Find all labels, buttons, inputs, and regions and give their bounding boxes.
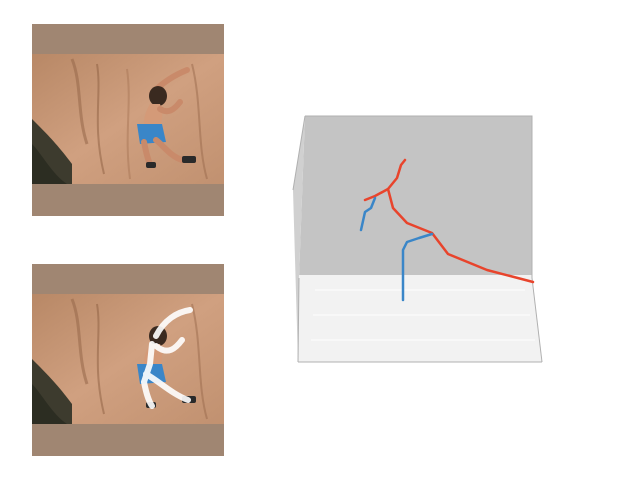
letterbox-bottom xyxy=(32,184,224,216)
skeleton-right-limbs xyxy=(359,196,434,302)
floor-plane xyxy=(298,275,542,362)
3d-pose-plot xyxy=(255,100,555,380)
right-leg-line xyxy=(401,232,434,302)
dark-foliage xyxy=(32,384,67,424)
skeleton-right-arm xyxy=(153,337,185,354)
letterbox-bottom xyxy=(32,424,224,456)
pose-overlay-panel xyxy=(32,264,224,456)
left-wall xyxy=(293,116,305,362)
skeleton-right-leg xyxy=(141,379,155,409)
pose-skeleton-overlay xyxy=(141,307,193,409)
climber-photo xyxy=(32,24,224,216)
left-arm-line xyxy=(363,158,407,202)
skeleton-left-leg xyxy=(143,371,191,403)
back-wall xyxy=(299,116,532,278)
dark-foliage xyxy=(32,144,67,184)
skeleton-left-arm xyxy=(153,307,193,339)
letterbox-top xyxy=(32,24,224,54)
input-photo-panel xyxy=(32,24,224,216)
climber-figure xyxy=(137,67,196,168)
climber-photo-with-skeleton xyxy=(32,264,224,456)
right-arm-line xyxy=(359,196,377,232)
letterbox-top xyxy=(32,264,224,294)
